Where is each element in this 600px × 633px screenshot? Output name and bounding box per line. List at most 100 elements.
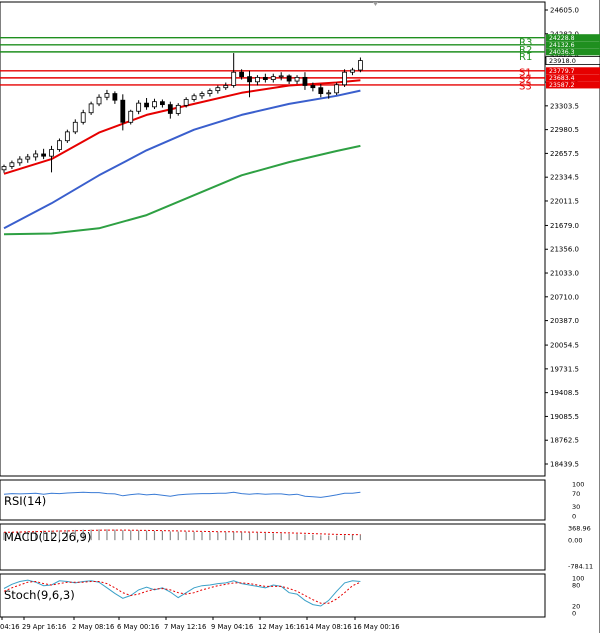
rsi-ytick-label: 70 (572, 490, 580, 498)
rsi-ytick-label: 0 (572, 513, 576, 521)
stoch-ytick-label: 80 (572, 582, 580, 590)
stoch-series-pct-k (3, 579, 361, 607)
level-name-r1: R1 (519, 52, 532, 63)
candle-body (207, 90, 213, 94)
candle-body (310, 85, 316, 89)
price-ytick-label: 23303.5 (550, 102, 579, 110)
candle-body (112, 93, 118, 101)
candle-body (255, 76, 260, 83)
price-ytick-label: 24605.0 (550, 7, 579, 15)
candle-body (239, 71, 245, 78)
current-price-tag (545, 56, 600, 65)
x-axis-label: 6 May 00:16 (117, 623, 159, 631)
candle-body (199, 93, 205, 97)
candle-body (357, 60, 363, 71)
candle-body (294, 76, 300, 82)
price-ytick-label: 22657.5 (550, 150, 579, 158)
candle-body (96, 96, 102, 105)
level-price-tag-s3 (546, 81, 600, 89)
x-axis-label: 14 May 08:16 (305, 623, 352, 631)
macd-ytick-label: 0.00 (568, 537, 582, 545)
x-axis-label: 12 May 16:16 (258, 623, 305, 631)
candle-body (183, 99, 189, 106)
rsi-panel-title: RSI(14) (4, 494, 46, 508)
level-price-tag-r1 (546, 48, 600, 56)
candle-body (167, 104, 173, 114)
moving-average-ma-slow (3, 144, 361, 236)
price-ytick-label: 20710.0 (550, 293, 579, 301)
rsi-ytick-label: 100 (572, 481, 584, 489)
candle-body (278, 75, 284, 78)
level-name-r2: R2 (519, 45, 532, 56)
price-ytick-label: 18439.5 (550, 461, 579, 469)
macd-ytick-label: 368.96 (568, 525, 591, 533)
price-ytick-label: 21033.0 (550, 270, 579, 278)
candle-body (17, 158, 23, 164)
candle-body (159, 101, 165, 106)
candle-body (334, 84, 340, 94)
candle-body (270, 76, 276, 80)
candle-body (72, 121, 78, 133)
x-axis-label: 2 May 08:16 (72, 623, 114, 631)
candle-body (342, 71, 347, 86)
candle-body (318, 87, 324, 94)
candle-body (104, 93, 110, 98)
candle-body (80, 112, 86, 123)
level-price-label-r3: 24228.8 (549, 35, 575, 42)
candle-body (350, 69, 355, 73)
moving-average-ma-mid (3, 89, 361, 230)
candle-body (41, 153, 46, 157)
candle-body (33, 153, 39, 158)
price-ytick-label: 20054.5 (550, 342, 579, 350)
level-price-label-s1: 23779.7 (549, 68, 575, 75)
candle-body (215, 87, 221, 92)
candle-body (231, 71, 237, 86)
macd-panel-title: MACD(12,26,9) (4, 530, 91, 544)
candle-body (191, 95, 197, 100)
panel-stoch-frame (0, 573, 546, 618)
candle-body (25, 156, 31, 160)
current-price-label: 23918.0 (549, 57, 576, 65)
stoch-ytick-label: 0 (572, 610, 576, 618)
candle-body (49, 149, 54, 157)
candle-body (326, 92, 332, 95)
level-price-tag-r3 (546, 34, 600, 42)
price-ytick-label: 22980.5 (550, 126, 579, 134)
level-price-label-s2: 23683.4 (549, 75, 575, 82)
x-axis-label: 16 May 00:16 (353, 623, 400, 631)
x-axis-label: 29 Apr 16:16 (22, 623, 66, 631)
candle-body (128, 110, 134, 123)
price-ytick-label: 22334.5 (550, 174, 579, 182)
x-axis-label: 04:16 (0, 623, 20, 631)
level-price-label-r2: 24132.6 (549, 42, 575, 49)
x-axis-label: 9 May 04:16 (211, 623, 253, 631)
level-name-s2: S2 (519, 74, 532, 85)
candle-body (136, 102, 142, 112)
level-name-r3: R3 (519, 38, 532, 49)
level-name-s1: S1 (519, 67, 532, 78)
candle-body (64, 131, 70, 142)
price-ytick-label: 19408.5 (550, 389, 579, 397)
rsi-series-rsi (3, 491, 361, 498)
candle-body (262, 76, 268, 80)
level-price-tag-r2 (546, 41, 600, 49)
stoch-series-pct-d (3, 580, 361, 604)
candle-body (9, 162, 15, 167)
candle-body (286, 75, 292, 82)
stoch-ytick-label: 20 (572, 603, 580, 611)
candle-body (152, 101, 157, 108)
price-ytick-label: 20387.0 (550, 317, 579, 325)
level-price-label-s3: 23587.2 (549, 82, 575, 89)
panel-price-frame (0, 1, 546, 477)
x-axis-label: 7 May 12:16 (164, 623, 206, 631)
price-ytick-label: 22011.5 (550, 197, 579, 205)
level-price-label-r1: 24036.3 (549, 49, 575, 56)
panel-rsi-frame (0, 479, 546, 521)
candle-body (247, 76, 252, 83)
price-ytick-label: 19085.5 (550, 413, 579, 421)
price-ytick-label: 18762.5 (550, 437, 579, 445)
candle-body (223, 85, 229, 89)
candle-body (302, 76, 308, 86)
